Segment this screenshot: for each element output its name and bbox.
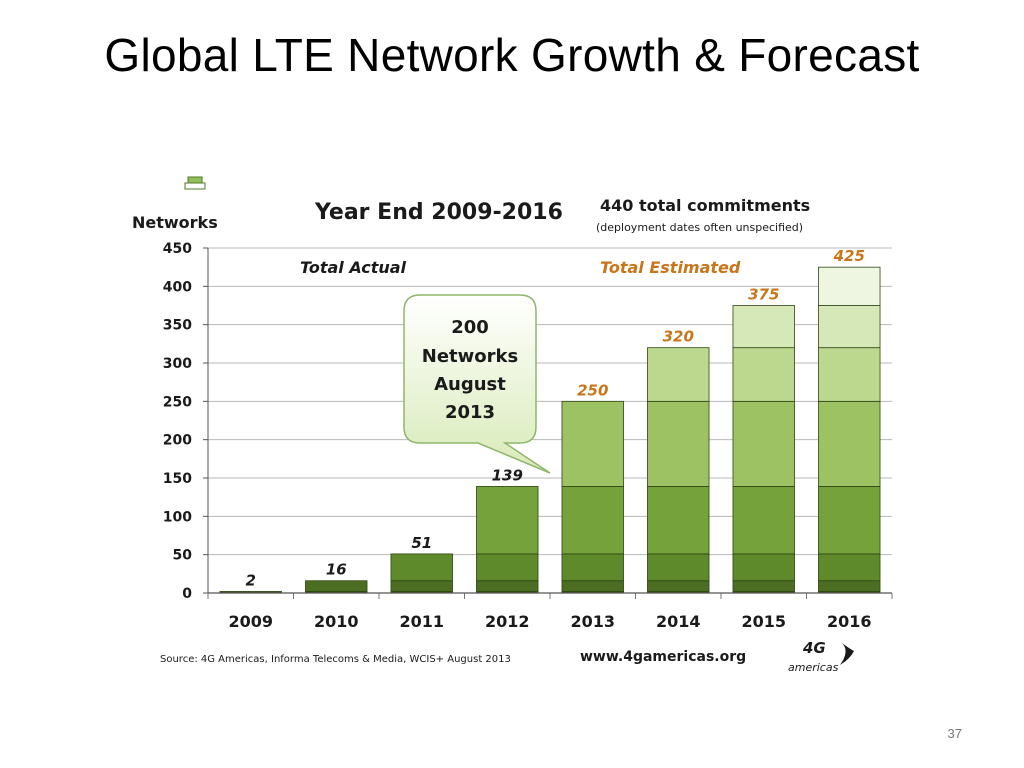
bar-2009: 2 [219, 571, 282, 594]
y-tick-label: 300 [163, 356, 192, 372]
bar-segment [818, 347, 881, 402]
x-tick-label: 2015 [741, 612, 786, 631]
y-axis-label: Networks [132, 213, 218, 232]
printer-icon [184, 176, 206, 190]
bar-segment [818, 400, 881, 487]
bar-segment [732, 305, 795, 349]
x-tick-label: 2012 [485, 612, 530, 631]
bar-segment [818, 553, 881, 582]
y-tick-label: 100 [163, 509, 192, 525]
bar-2016: 425 [818, 247, 881, 594]
callout-bubble: 200 Networks August 2013 [403, 294, 551, 474]
bar-segment [818, 486, 881, 555]
commitments-title: 440 total commitments [600, 196, 810, 215]
bar-value-label: 375 [748, 286, 779, 304]
bar-segment [647, 580, 710, 592]
y-tick-label: 450 [163, 241, 192, 257]
bar-segment [818, 266, 881, 306]
x-tick-label: 2009 [228, 612, 273, 631]
callout-line-2: Networks [422, 346, 518, 367]
slide-number: 37 [947, 726, 962, 741]
x-tick-label: 2013 [570, 612, 615, 631]
bar-value-label: 51 [411, 534, 432, 552]
bar-segment [561, 400, 624, 487]
bar-segment [732, 347, 795, 402]
bar-segment [732, 486, 795, 555]
bar-segment [647, 486, 710, 555]
x-tick-label: 2010 [314, 612, 359, 631]
bar-segment [561, 486, 624, 555]
y-tick-label: 0 [182, 586, 192, 602]
x-tick-label: 2016 [827, 612, 872, 631]
logo-mark: 4G [802, 639, 826, 657]
bar-2012: 139 [476, 466, 539, 594]
bar-segment [390, 580, 453, 592]
bar-segment [732, 553, 795, 582]
chart-title: Year End 2009-2016 [314, 200, 563, 225]
bar-value-label: 139 [492, 466, 523, 484]
bar-segment [561, 553, 624, 582]
logo-subtext: americas [788, 661, 839, 674]
bar-segment [647, 400, 710, 487]
source-note: Source: 4G Americas, Informa Telecoms & … [160, 654, 511, 665]
total-actual-label: Total Actual [300, 258, 407, 277]
x-tick-label: 2011 [399, 612, 444, 631]
commitments-note: (deployment dates often unspecified) [596, 221, 803, 234]
4g-americas-logo: 4G americas [788, 639, 854, 674]
bar-segment [818, 305, 881, 349]
bar-value-label: 425 [833, 247, 865, 265]
bar-value-label: 320 [663, 328, 694, 346]
callout-line-1: 200 [451, 317, 489, 338]
y-tick-label: 50 [173, 548, 193, 564]
x-tick-label: 2014 [656, 612, 701, 631]
y-tick-label: 150 [163, 471, 192, 487]
bar-value-label: 250 [577, 381, 608, 399]
total-estimated-label: Total Estimated [600, 258, 741, 277]
bar-value-label: 16 [326, 561, 347, 579]
bar-segment [647, 553, 710, 582]
callout-line-3: August [434, 374, 506, 395]
bar-value-label: 2 [246, 571, 256, 589]
bar-segment [647, 347, 710, 402]
y-tick-label: 200 [163, 433, 192, 449]
chart-canvas: 2 16 51 139 250 320 375 425 0 50 100 150 200 250 300 3… [132, 176, 893, 674]
bar-segment [561, 580, 624, 592]
y-tick-label: 350 [163, 318, 192, 334]
bar-2010: 16 [305, 561, 368, 594]
bar-segment [476, 486, 539, 555]
website-label: www.4gamericas.org [580, 649, 746, 665]
bar-2011: 51 [390, 534, 453, 594]
bar-segment [818, 580, 881, 592]
bar-2014: 320 [647, 328, 710, 594]
bar-segment [732, 400, 795, 487]
callout-line-4: 2013 [445, 402, 495, 423]
slide-title: Global LTE Network Growth & Forecast [104, 29, 920, 81]
bar-segment [476, 580, 539, 592]
bar-2013: 250 [561, 381, 624, 594]
y-tick-label: 400 [163, 279, 192, 295]
bar-segment [305, 580, 368, 592]
bar-2015: 375 [732, 286, 795, 594]
y-tick-label: 250 [163, 394, 192, 410]
bar-segment [476, 553, 539, 582]
bar-segment [732, 580, 795, 592]
bar-segment [390, 553, 453, 582]
lte-growth-chart: 2 16 51 139 250 320 375 425 0 50 100 150 200 250 300 3… [120, 165, 910, 690]
